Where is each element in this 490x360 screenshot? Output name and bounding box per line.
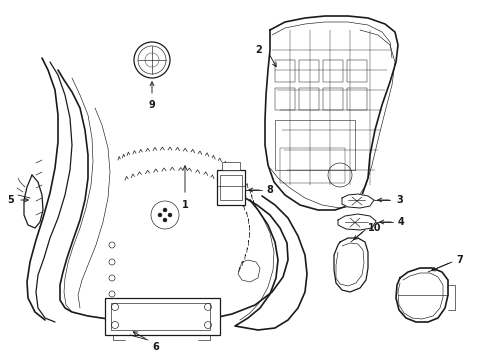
Polygon shape	[24, 175, 43, 228]
Bar	[323, 88, 343, 110]
Circle shape	[168, 213, 172, 217]
Polygon shape	[265, 16, 398, 210]
Text: 2: 2	[255, 45, 262, 55]
Bar	[299, 60, 319, 82]
Bar	[220, 175, 242, 200]
Bar	[347, 60, 367, 82]
Text: 1: 1	[182, 200, 188, 210]
Bar	[275, 120, 355, 170]
Polygon shape	[342, 194, 374, 208]
Text: 7: 7	[456, 255, 463, 265]
Bar	[111, 303, 210, 330]
Circle shape	[163, 208, 167, 212]
Text: 5: 5	[7, 195, 14, 205]
Text: 10: 10	[368, 223, 382, 233]
Text: 3: 3	[396, 195, 403, 205]
Bar	[217, 170, 245, 205]
Bar	[299, 88, 319, 110]
Polygon shape	[334, 238, 368, 292]
Bar	[222, 162, 240, 170]
Circle shape	[163, 218, 167, 222]
Bar	[347, 88, 367, 110]
Polygon shape	[58, 70, 288, 322]
Circle shape	[134, 42, 170, 78]
Polygon shape	[396, 268, 448, 322]
Bar	[275, 88, 295, 110]
Bar	[323, 60, 343, 82]
Bar	[275, 60, 295, 82]
Text: 8: 8	[266, 185, 273, 195]
Polygon shape	[338, 214, 376, 230]
Text: 9: 9	[148, 100, 155, 110]
Bar	[105, 298, 220, 335]
Circle shape	[158, 213, 162, 217]
Text: 4: 4	[398, 217, 405, 227]
Text: 6: 6	[152, 342, 159, 352]
Bar	[280, 148, 345, 183]
Polygon shape	[235, 196, 307, 330]
